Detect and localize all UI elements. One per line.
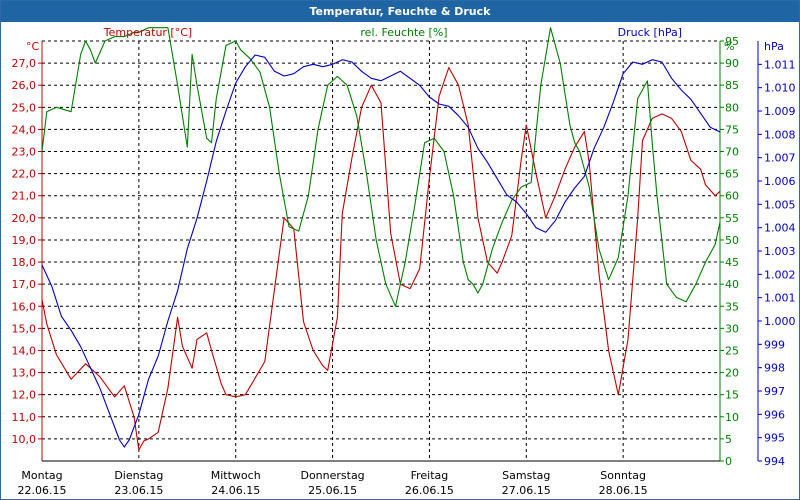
humidity-unit: %: [724, 40, 734, 53]
pressure-tick-label: 1.001: [764, 292, 796, 305]
humidity-series-line: [41, 27, 721, 307]
humidity-tick-label: 30: [725, 322, 739, 335]
pressure-tick-label: 1.010: [764, 82, 796, 95]
window-title: Temperatur, Feuchte & Druck: [1, 1, 799, 22]
day-name-label: Donnerstag: [300, 469, 364, 482]
pressure-series-line: [41, 54, 721, 448]
temperature-tick-label: 26,0: [12, 79, 37, 92]
day-name-label: Dienstag: [114, 469, 163, 482]
day-name-label: Sonntag: [600, 469, 646, 482]
humidity-tick-label: 5: [725, 433, 732, 446]
humidity-tick-label: 80: [725, 101, 739, 114]
pressure-tick-label: 999: [764, 338, 785, 351]
pressure-tick-label: 1.006: [764, 175, 796, 188]
temperature-tick-label: 25,0: [12, 101, 37, 114]
temperature-tick-label: 13,0: [12, 367, 37, 380]
temperature-axis-label: Temperatur [°C]: [103, 26, 192, 39]
pressure-tick-label: 1.000: [764, 315, 796, 328]
humidity-tick-label: 20: [725, 367, 739, 380]
humidity-tick-label: 25: [725, 344, 739, 357]
pressure-tick-label: 998: [764, 362, 785, 375]
humidity-tick-label: 35: [725, 300, 739, 313]
day-date-label: 28.06.15: [599, 484, 648, 497]
pressure-tick-label: 1.005: [764, 198, 796, 211]
pressure-tick-label: 995: [764, 432, 785, 445]
data-series: [41, 27, 721, 451]
humidity-tick-label: 65: [725, 168, 739, 181]
pressure-tick-label: 1.007: [764, 152, 796, 165]
axis-lines: [38, 40, 762, 462]
pressure-tick-label: 1.004: [764, 222, 796, 235]
pressure-tick-label: 996: [764, 408, 785, 421]
humidity-tick-label: 85: [725, 79, 739, 92]
humidity-tick-label: 90: [725, 57, 739, 70]
day-name-label: Mittwoch: [211, 469, 261, 482]
humidity-tick-label: 0: [725, 455, 732, 468]
day-name-label: Freitag: [411, 469, 449, 482]
day-name-label: Montag: [21, 469, 62, 482]
day-date-label: 26.06.15: [405, 484, 454, 497]
temperature-tick-label: 18,0: [12, 256, 37, 269]
temperature-tick-label: 10,0: [12, 433, 37, 446]
humidity-tick-label: 95: [725, 35, 739, 48]
day-date-label: 25.06.15: [308, 484, 357, 497]
pressure-tick-label: 997: [764, 385, 785, 398]
pressure-axis-label: Druck [hPa]: [618, 26, 682, 39]
temperature-tick-label: 27,0: [12, 57, 37, 70]
pressure-tick-label: 1.011: [764, 58, 796, 71]
humidity-axis-label: rel. Feuchte [%]: [360, 26, 447, 39]
day-name-label: Samstag: [502, 469, 550, 482]
temperature-tick-label: 20,0: [12, 212, 37, 225]
humidity-tick-label: 50: [725, 234, 739, 247]
temperature-tick-label: 19,0: [12, 234, 37, 247]
temperature-tick-label: 23,0: [12, 146, 37, 159]
grid-lines: [42, 40, 720, 462]
pressure-tick-label: 1.009: [764, 105, 796, 118]
humidity-tick-label: 75: [725, 123, 739, 136]
day-date-label: 22.06.15: [18, 484, 67, 497]
temperature-tick-label: 15,0: [12, 322, 37, 335]
day-date-label: 23.06.15: [114, 484, 163, 497]
humidity-tick-label: 55: [725, 212, 739, 225]
humidity-tick-label: 40: [725, 278, 739, 291]
temperature-tick-label: 24,0: [12, 123, 37, 136]
temperature-tick-label: 11,0: [12, 411, 37, 424]
axis-labels: 27,0 26,0 25,0 24,0 23,0 22,0 21,0 20,0 19,0 18,0…: [12, 26, 796, 497]
humidity-tick-label: 45: [725, 256, 739, 269]
temperature-tick-label: 21,0: [12, 190, 37, 203]
day-date-label: 24.06.15: [211, 484, 260, 497]
pressure-tick-label: 1.008: [764, 128, 796, 141]
humidity-tick-label: 70: [725, 146, 739, 159]
temperature-series-line: [41, 66, 721, 451]
pressure-unit: hPa: [764, 40, 784, 53]
humidity-tick-label: 15: [725, 389, 739, 402]
pressure-tick-label: 994: [764, 455, 785, 468]
temperature-tick-label: 12,0: [12, 389, 37, 402]
temperature-tick-label: 22,0: [12, 168, 37, 181]
humidity-tick-label: 60: [725, 190, 739, 203]
pressure-tick-label: 1.003: [764, 245, 796, 258]
pressure-tick-label: 1.002: [764, 268, 796, 281]
day-date-label: 27.06.15: [502, 484, 551, 497]
temperature-tick-label: 17,0: [12, 278, 37, 291]
temperature-tick-label: 16,0: [12, 300, 37, 313]
humidity-tick-label: 10: [725, 411, 739, 424]
temperature-unit: °C: [26, 40, 40, 53]
temperature-tick-label: 14,0: [12, 344, 37, 357]
